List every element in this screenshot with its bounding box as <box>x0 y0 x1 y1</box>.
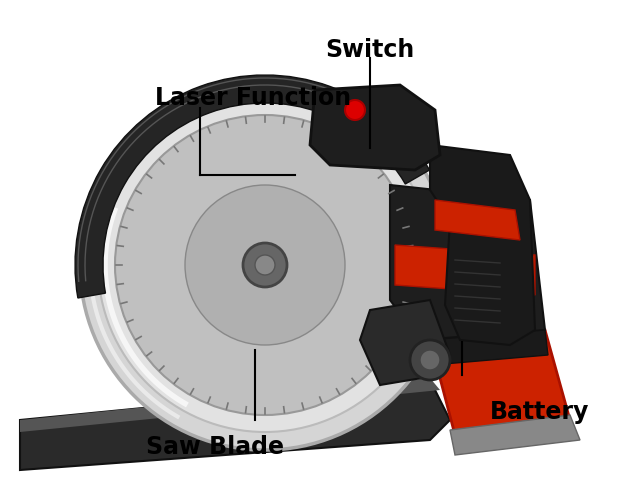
Circle shape <box>185 185 345 345</box>
Wedge shape <box>75 75 430 298</box>
Circle shape <box>115 115 415 415</box>
Circle shape <box>345 100 365 120</box>
Text: Saw Blade: Saw Blade <box>146 435 284 459</box>
Polygon shape <box>430 330 570 435</box>
Polygon shape <box>310 85 440 170</box>
Circle shape <box>80 80 450 450</box>
Polygon shape <box>450 415 580 455</box>
Polygon shape <box>20 378 440 432</box>
Text: Switch: Switch <box>325 38 415 62</box>
Circle shape <box>98 98 432 432</box>
Circle shape <box>243 243 287 287</box>
Circle shape <box>420 350 440 370</box>
Polygon shape <box>430 145 535 345</box>
Polygon shape <box>435 200 520 240</box>
Circle shape <box>410 340 450 380</box>
Polygon shape <box>20 380 450 470</box>
Circle shape <box>255 255 275 275</box>
Polygon shape <box>395 245 535 295</box>
Text: Battery: Battery <box>490 400 590 424</box>
Text: Laser Function: Laser Function <box>155 86 351 110</box>
Polygon shape <box>360 300 450 385</box>
Polygon shape <box>430 330 548 365</box>
Polygon shape <box>390 185 545 340</box>
